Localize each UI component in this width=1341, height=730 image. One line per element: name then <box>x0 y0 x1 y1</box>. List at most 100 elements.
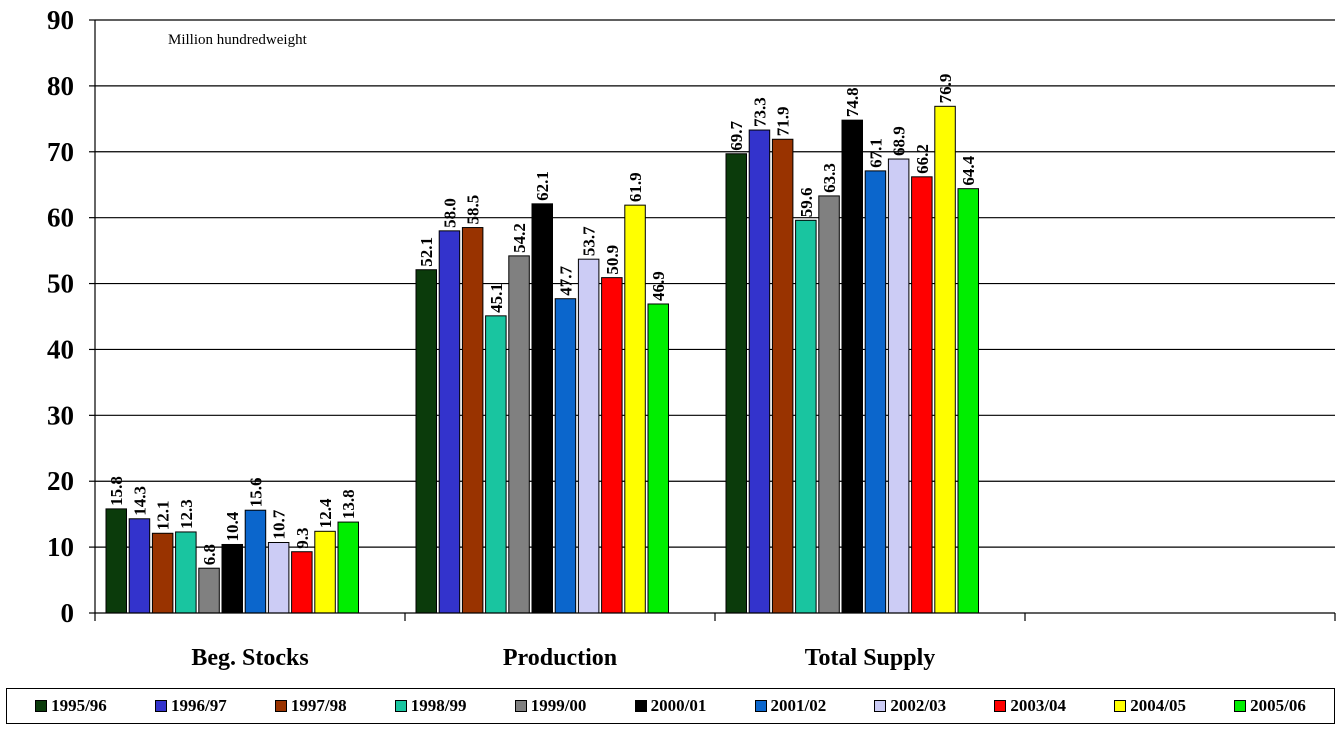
bar-1999-00-2 <box>818 195 840 614</box>
legend-label: 2002/03 <box>890 696 947 715</box>
legend-swatch <box>1234 700 1247 712</box>
legend-item: 1997/98 <box>274 696 347 716</box>
bar-2004-05-1 <box>624 204 646 614</box>
legend-label: 1999/00 <box>530 696 587 715</box>
data-label: 6.8 <box>200 544 219 565</box>
data-label: 9.3 <box>293 527 312 548</box>
data-label: 12.1 <box>154 501 173 531</box>
data-label: 74.8 <box>843 87 862 117</box>
data-label: 52.1 <box>417 237 436 267</box>
bar-2002-03-0 <box>267 541 290 614</box>
bar-2001-02-2 <box>864 170 887 614</box>
data-label: 50.9 <box>603 245 622 275</box>
bar-1995-96-2 <box>725 153 747 614</box>
gridlines <box>95 19 1335 548</box>
data-label: 15.6 <box>246 477 265 507</box>
data-label: 12.3 <box>177 499 196 529</box>
bar-1995-96-0 <box>105 508 127 614</box>
bar-2000-01-1 <box>531 203 553 614</box>
bar-2005-06-0 <box>337 521 359 614</box>
legend: 1995/96 1996/97 1997/98 1998/99 1999/00 2000/… <box>6 688 1335 724</box>
bar-2003-04-0 <box>291 551 313 614</box>
legend-item: 2005/06 <box>1234 696 1306 716</box>
bar-1998-99-2 <box>795 219 817 614</box>
data-label: 58.0 <box>440 198 459 228</box>
y-tick-label: 60 <box>47 203 74 233</box>
bar-1997-98-0 <box>151 532 174 614</box>
data-label: 73.3 <box>750 97 769 127</box>
y-tick-label: 10 <box>47 532 74 562</box>
y-tick-label: 20 <box>47 466 74 496</box>
data-label: 46.9 <box>649 271 668 301</box>
data-label: 62.1 <box>533 171 552 201</box>
data-label: 64.4 <box>959 155 978 185</box>
x-category-label: Production <box>503 645 617 671</box>
data-label: 66.2 <box>913 144 932 174</box>
bar-2003-04-2 <box>911 176 933 614</box>
data-label: 53.7 <box>580 226 599 256</box>
legend-swatch <box>274 700 287 712</box>
legend-item: 1995/96 <box>35 696 107 716</box>
bar-2005-06-1 <box>647 303 669 614</box>
axes: 0 10 20 30 40 50 60 70 80 90 Beg. Stocks Production… <box>47 5 1336 671</box>
y-tick-label: 0 <box>61 598 75 628</box>
legend-item: 2003/04 <box>994 696 1066 716</box>
bar-chart: 15.8 52.1 69.7 14.3 58.0 73.3 12.1 58.5 71.9 12.3… <box>47 5 1336 671</box>
bar-1996-97-1 <box>438 230 461 614</box>
data-label: 61.9 <box>626 172 645 202</box>
legend-item: 1996/97 <box>154 696 227 716</box>
data-label: 12.4 <box>316 498 335 528</box>
data-label: 68.9 <box>890 126 909 156</box>
y-tick-label: 50 <box>47 269 74 299</box>
legend-label: 1996/97 <box>170 696 227 715</box>
bar-2005-06-2 <box>957 188 979 614</box>
legend-label: 1997/98 <box>290 696 347 715</box>
data-label: 69.7 <box>727 121 746 151</box>
bar-2002-03-1 <box>577 258 600 614</box>
bar-2000-01-2 <box>841 119 863 614</box>
bar-2001-02-1 <box>554 298 577 614</box>
y-tick-label: 80 <box>47 71 74 101</box>
legend-item: 1999/00 <box>514 696 587 716</box>
x-category-label: Beg. Stocks <box>191 645 308 671</box>
data-label: 10.7 <box>270 509 289 539</box>
bar-2001-02-0 <box>244 509 267 614</box>
bar-1997-98-2 <box>771 138 794 614</box>
legend-swatch <box>35 700 48 712</box>
bar-1995-96-1 <box>415 269 437 614</box>
y-tick-label: 40 <box>47 334 74 364</box>
legend-swatch <box>994 700 1007 712</box>
data-label: 54.2 <box>510 223 529 253</box>
legend-label: 2005/06 <box>1250 696 1306 715</box>
legend-item: 2000/01 <box>634 696 707 716</box>
y-tick-label: 90 <box>47 5 74 35</box>
data-label: 67.1 <box>866 138 885 168</box>
bar-2000-01-0 <box>221 543 243 614</box>
legend-item: 1998/99 <box>394 696 467 716</box>
bar-1998-99-0 <box>175 531 197 614</box>
data-label: 58.5 <box>464 195 483 225</box>
bar-2003-04-1 <box>601 277 623 614</box>
legend-label: 2000/01 <box>650 696 707 715</box>
legend-swatch <box>514 700 527 712</box>
legend-label: 1995/96 <box>51 696 107 715</box>
legend-swatch <box>394 700 407 712</box>
data-label: 76.9 <box>936 74 955 104</box>
data-label: 15.8 <box>107 476 126 506</box>
bar-2002-03-2 <box>887 158 910 614</box>
data-label: 47.7 <box>556 265 575 295</box>
bars <box>105 105 979 614</box>
legend-label: 2003/04 <box>1010 696 1067 715</box>
legend-label: 2001/02 <box>770 696 827 715</box>
legend-item: 2002/03 <box>874 696 946 716</box>
legend-label: 2004/05 <box>1130 696 1186 715</box>
bar-1997-98-1 <box>461 227 484 614</box>
data-labels: 15.8 52.1 69.7 14.3 58.0 73.3 12.1 58.5 71.9 12.3… <box>107 74 978 566</box>
data-label: 71.9 <box>774 107 793 137</box>
bar-1999-00-0 <box>198 567 220 614</box>
legend-label: 1998/99 <box>410 696 467 715</box>
data-label: 10.4 <box>223 511 242 541</box>
bar-2004-05-0 <box>314 530 336 614</box>
legend-swatch <box>634 700 647 712</box>
legend-item: 2001/02 <box>754 696 827 716</box>
